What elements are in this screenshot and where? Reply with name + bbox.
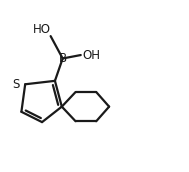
Text: HO: HO (33, 23, 51, 36)
Text: OH: OH (82, 49, 100, 62)
Text: B: B (59, 52, 67, 65)
Text: S: S (12, 78, 19, 91)
